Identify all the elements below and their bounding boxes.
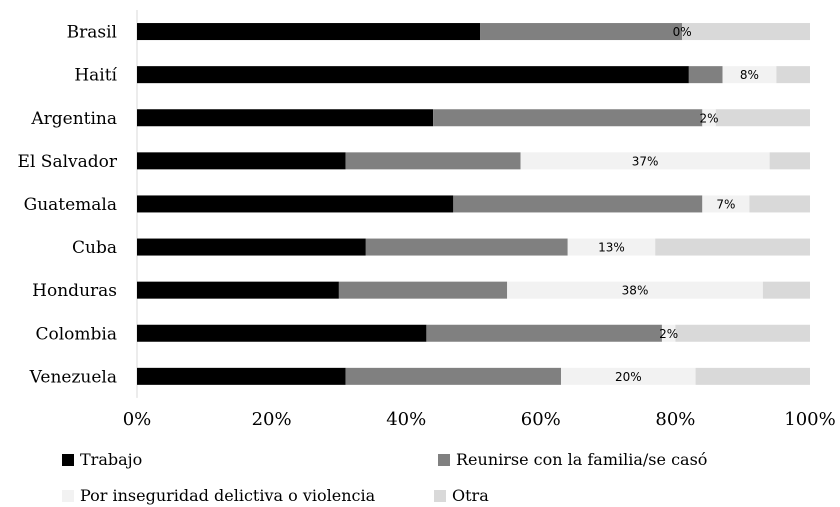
legend-item-otra: Otra [434,486,489,505]
legend-item-familia: Reunirse con la familia/se casó [438,450,707,469]
bar-segment [433,109,703,127]
bar-segment [749,195,810,213]
data-label: 2% [700,111,719,125]
x-tick-label: 100% [784,409,835,430]
x-tick-label: 60% [521,409,561,430]
bar-segment [675,324,810,342]
bar-segment [722,66,777,84]
data-label: 7% [716,197,735,211]
bar-segment [567,238,656,256]
legend-swatch-inseguridad [62,489,74,502]
bar-segment [137,281,339,299]
bar-segment [682,23,810,41]
category-label: El Salvador [18,152,118,172]
x-tick-label: 0% [123,409,152,430]
bar-segment [702,109,716,127]
data-label: 38% [622,284,649,298]
data-label: 2% [659,327,678,341]
legend-label-inseguridad: Por inseguridad delictiva o violencia [80,486,376,505]
category-label: Cuba [72,238,117,258]
data-label: 8% [740,68,759,82]
category-label: Honduras [32,281,117,301]
bar-segment [560,367,696,385]
bar-segment [507,281,763,299]
bar-segment [655,238,810,256]
category-label: Haití [74,66,117,86]
bar-segment [365,238,568,256]
bar-segment [137,195,454,213]
data-label: 13% [598,241,625,255]
bar-segment [137,109,434,127]
legend-label-familia: Reunirse con la familia/se casó [456,450,708,469]
data-label: 0% [673,25,692,39]
x-tick-label: 80% [655,409,695,430]
bar-segment [480,23,683,41]
bar-segment [137,66,689,84]
legend-swatch-trabajo [62,453,74,466]
category-label: Argentina [30,109,117,129]
bar-segment [702,195,750,213]
category-label: Colombia [36,324,118,344]
x-axis-ticks: 0% 20% 40% 60% 80% 100% [123,409,836,430]
bar-segment [695,367,810,385]
data-labels: 0% 8% 2% 37% 7% 13% 38% 2% 20% [598,25,759,384]
bar-segment [137,23,481,41]
legend-item-trabajo: Trabajo [62,450,142,469]
bar-segment [769,152,810,170]
bar-segment [661,324,676,342]
bar-segment [776,66,810,84]
data-label: 20% [615,370,642,384]
bar-segment [137,238,366,256]
bar-segment [137,324,427,342]
bar-segment [426,324,662,342]
bar-segment [762,281,810,299]
bar-segment [137,152,346,170]
legend-label-otra: Otra [452,486,489,505]
category-label: Brasil [67,23,117,43]
bar-segment [345,367,561,385]
x-tick-label: 20% [252,409,292,430]
legend-label-trabajo: Trabajo [80,450,143,469]
bars-group [137,23,810,385]
category-label: Guatemala [24,195,117,215]
bar-segment [688,66,723,84]
legend-swatch-familia [438,453,450,466]
bar-segment [715,109,810,127]
data-label: 37% [632,154,659,168]
category-label: Venezuela [29,367,117,387]
legend-item-inseguridad: Por inseguridad delictiva o violencia [62,486,375,505]
x-tick-label: 40% [386,409,426,430]
stacked-bar-chart: Brasil Haití Argentina El Salvador Guatemala… [18,10,836,430]
bar-segment [338,281,508,299]
bar-segment [345,152,521,170]
category-labels: Brasil Haití Argentina El Salvador Guatemala… [18,23,118,388]
bar-segment [453,195,703,213]
bar-segment [520,152,770,170]
bar-segment [137,367,346,385]
legend-swatch-otra [434,489,446,502]
